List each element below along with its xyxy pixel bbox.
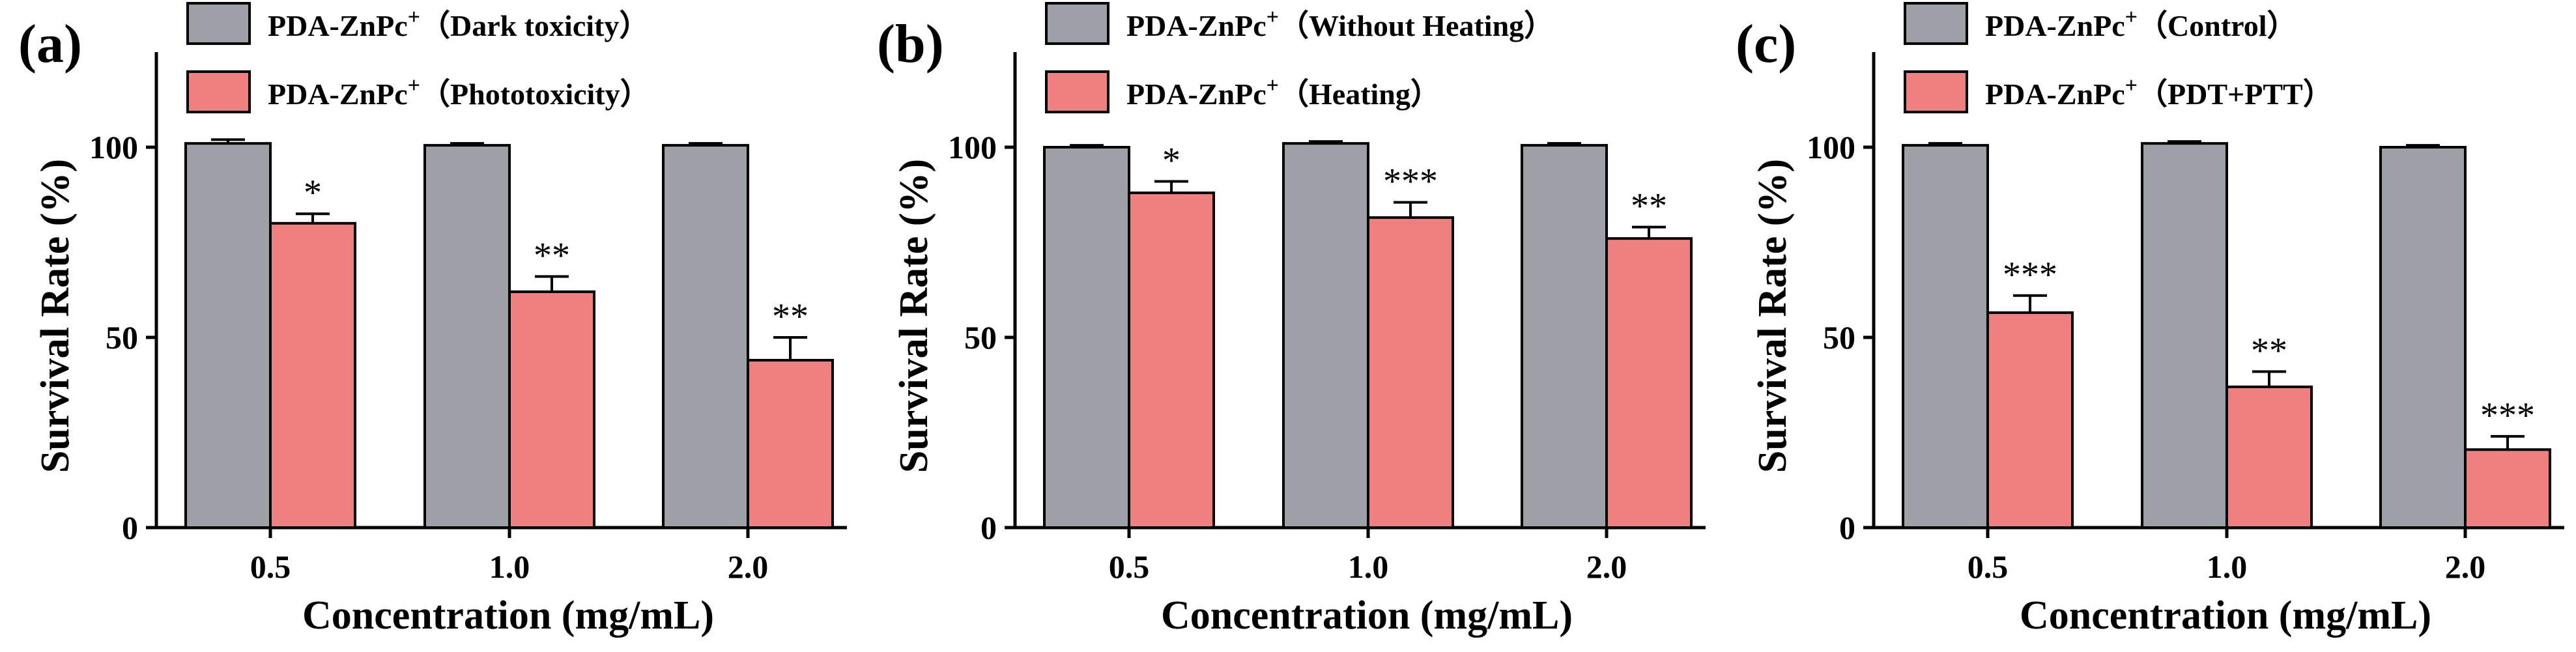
legend-swatch: [1904, 2, 1968, 45]
legend-label: PDA-ZnPc+（Heating）: [1126, 74, 1440, 111]
legend-swatch: [1904, 70, 1968, 113]
bar-control: [1282, 142, 1369, 530]
x-tick-label: 0.5: [1968, 548, 2009, 585]
bar-treated: [1605, 237, 1693, 529]
y-tick-label: 0: [1839, 509, 1855, 546]
legend-swatch: [1045, 2, 1109, 45]
panel-label: (b): [877, 14, 944, 74]
x-tick-label: 2.0: [2445, 548, 2486, 585]
significance-label: **: [534, 236, 570, 276]
bar-control: [2379, 146, 2467, 529]
y-tick-label: 100: [89, 129, 138, 165]
y-tick-label: 100: [948, 129, 997, 165]
x-tick-label: 1.0: [489, 548, 530, 585]
legend-label: PDA-ZnPc+（Without Heating）: [1126, 5, 1554, 42]
significance-label: **: [772, 296, 809, 337]
x-tick-label: 0.5: [1109, 548, 1150, 585]
y-tick-label: 50: [1823, 319, 1855, 356]
x-tick-label: 1.0: [1348, 548, 1389, 585]
x-axis-title: Concentration (mg/mL): [1161, 593, 1573, 638]
significance-label: *: [1162, 141, 1181, 181]
significance-label: **: [1631, 186, 1667, 227]
bar-control: [662, 144, 749, 529]
panel-label: (a): [18, 14, 82, 74]
bar-control: [1902, 144, 1989, 529]
x-axis-title: Concentration (mg/mL): [302, 593, 714, 638]
significance-label: ***: [1383, 162, 1438, 202]
significance-label: ***: [2003, 255, 2057, 295]
panel-label: (c): [1736, 14, 1796, 74]
x-tick-label: 0.5: [250, 548, 291, 585]
bar-control: [184, 142, 272, 530]
bar-treated: [1367, 216, 1454, 529]
significance-label: ***: [2480, 395, 2535, 436]
legend-swatch: [186, 70, 251, 113]
bar-treated: [747, 359, 834, 529]
significance-label: **: [2251, 331, 2287, 371]
legend-label: PDA-ZnPc+（Control）: [1985, 5, 2297, 42]
bar-control: [1043, 146, 1130, 529]
y-axis-title: Survival Rate (%): [1751, 159, 1795, 473]
y-tick-label: 0: [980, 509, 997, 546]
y-axis-title: Survival Rate (%): [892, 159, 936, 473]
bar-treated: [2225, 385, 2313, 529]
bar-treated: [1986, 311, 2074, 529]
bar-treated: [1128, 191, 1215, 529]
bar-treated: [269, 221, 356, 529]
y-tick-label: 50: [964, 319, 997, 356]
legend-label: PDA-ZnPc+（Phototoxicity）: [268, 74, 650, 111]
bar-control: [2141, 142, 2228, 530]
x-tick-label: 2.0: [728, 548, 769, 585]
y-axis-title: Survival Rate (%): [33, 159, 78, 473]
legend-label: PDA-ZnPc+（PDT+PTT）: [1985, 74, 2333, 111]
x-axis-title: Concentration (mg/mL): [2020, 593, 2431, 638]
legend-swatch: [186, 2, 251, 45]
bar-control: [423, 144, 511, 529]
x-tick-label: 1.0: [2207, 548, 2248, 585]
y-tick-label: 100: [1807, 129, 1855, 165]
legend-label: PDA-ZnPc+（Dark toxicity）: [268, 5, 649, 42]
bar-control: [1521, 144, 1608, 529]
significance-label: *: [304, 173, 322, 213]
legend-swatch: [1045, 70, 1109, 113]
x-tick-label: 2.0: [1586, 548, 1627, 585]
y-tick-label: 50: [106, 319, 138, 356]
bar-treated: [2464, 448, 2551, 530]
y-tick-label: 0: [122, 509, 138, 546]
bar-treated: [508, 290, 595, 529]
